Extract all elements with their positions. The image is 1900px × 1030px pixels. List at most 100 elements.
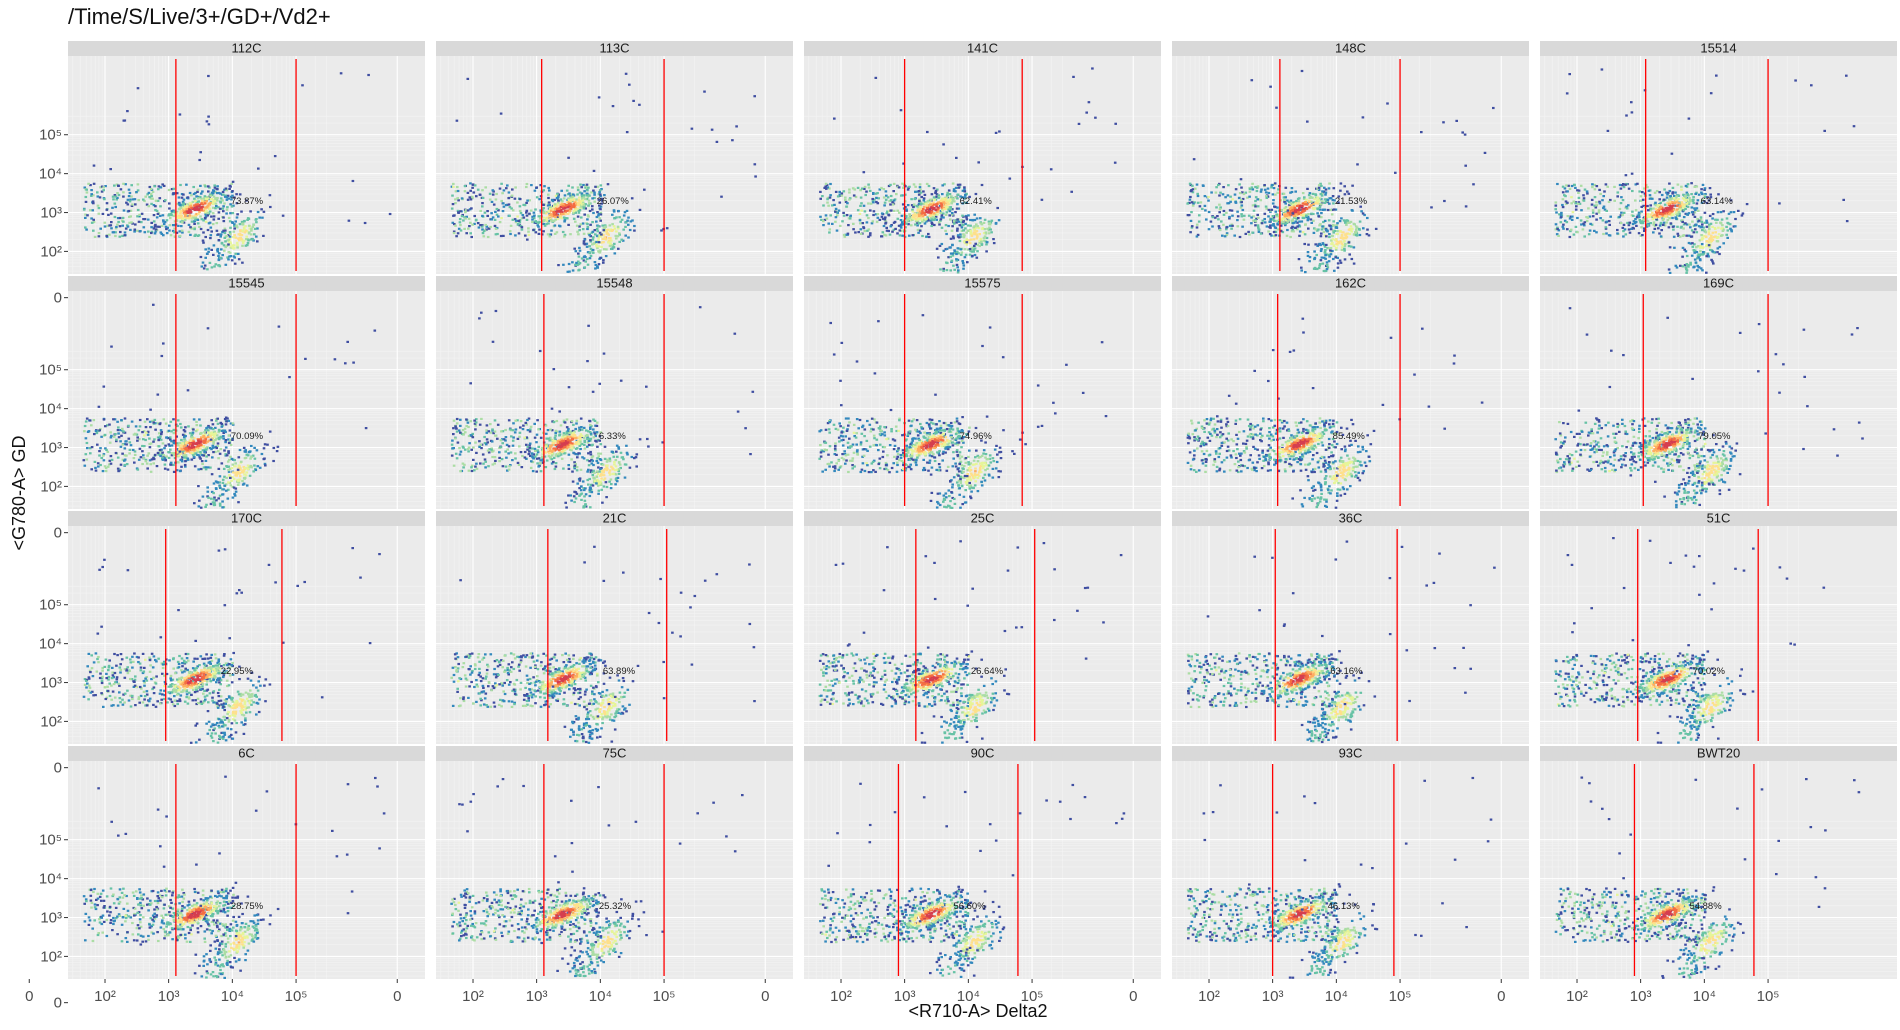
density-cell — [218, 192, 221, 194]
density-cell — [837, 195, 840, 197]
density-cell — [550, 230, 553, 232]
density-cell — [1555, 211, 1558, 213]
density-cell — [900, 195, 903, 197]
density-cell — [1298, 197, 1301, 199]
density-cell — [1236, 211, 1239, 213]
density-cell — [232, 236, 235, 238]
density-cell — [218, 211, 221, 213]
density-cell — [199, 185, 202, 187]
density-cell — [572, 193, 575, 195]
density-cell — [1720, 222, 1723, 224]
density-cell — [1332, 238, 1335, 240]
density-cell — [128, 189, 131, 191]
density-cell — [1298, 200, 1301, 202]
density-cell — [1717, 211, 1720, 213]
density-cell — [1608, 201, 1611, 203]
density-cell — [944, 230, 947, 232]
density-cell — [224, 228, 227, 230]
density-cell — [560, 217, 563, 219]
density-cell — [1605, 226, 1608, 228]
density-cell — [451, 195, 454, 197]
density-cell — [1228, 216, 1231, 218]
density-cell — [505, 204, 508, 206]
density-cell — [122, 221, 125, 223]
density-cell — [924, 203, 927, 205]
density-cell — [1332, 220, 1335, 222]
density-cell — [1333, 270, 1336, 272]
facet-panel: 112C73.87% — [29, 41, 425, 298]
density-cell — [1264, 213, 1267, 215]
density-cell — [110, 224, 113, 226]
density-cell — [573, 218, 576, 220]
density-cell — [204, 236, 207, 238]
density-cell — [1455, 120, 1458, 122]
density-cell — [201, 265, 204, 267]
density-cell — [893, 210, 896, 212]
density-cell — [1196, 235, 1199, 237]
density-cell — [1712, 262, 1715, 264]
density-cell — [1595, 213, 1598, 215]
density-cell — [197, 197, 200, 199]
density-cell — [463, 228, 466, 230]
density-cell — [1240, 207, 1243, 209]
density-cell — [1289, 236, 1292, 238]
density-cell — [841, 220, 844, 222]
density-cell — [543, 219, 546, 221]
density-cell — [1348, 245, 1351, 247]
density-cell — [1215, 192, 1218, 194]
density-cell — [119, 217, 122, 219]
density-cell — [229, 212, 232, 214]
density-cell — [618, 232, 621, 234]
density-cell — [236, 242, 239, 244]
density-cell — [1224, 235, 1227, 237]
density-cell — [1691, 242, 1694, 244]
density-cell — [1305, 199, 1308, 201]
density-cell — [1606, 186, 1609, 188]
density-cell — [617, 210, 620, 212]
density-cell — [894, 228, 897, 230]
density-cell — [1853, 125, 1856, 127]
density-cell — [1710, 259, 1713, 261]
density-cell — [1696, 207, 1699, 209]
density-cell — [161, 225, 164, 227]
density-cell — [593, 170, 596, 172]
density-cell — [966, 241, 969, 243]
density-cell — [1679, 209, 1682, 211]
density-cell — [168, 229, 171, 231]
density-cell — [942, 143, 945, 145]
density-cell — [206, 196, 209, 198]
density-cell — [1584, 221, 1587, 223]
density-cell — [1309, 256, 1312, 258]
density-cell — [86, 214, 89, 216]
density-cell — [943, 208, 946, 210]
density-cell — [148, 192, 151, 194]
density-cell — [998, 130, 1001, 132]
density-cell — [1668, 203, 1671, 205]
density-cell — [980, 238, 983, 240]
facet-strip-label: 112C — [231, 41, 261, 56]
density-cell — [1665, 221, 1668, 223]
density-cell — [1330, 247, 1333, 249]
density-cell — [583, 194, 586, 196]
density-cell — [1320, 212, 1323, 214]
density-cell — [215, 188, 218, 190]
density-cell — [964, 227, 967, 229]
density-cell — [134, 223, 137, 225]
density-cell — [865, 191, 868, 193]
density-cell — [1268, 209, 1271, 211]
density-cell — [630, 220, 633, 222]
density-cell — [244, 225, 247, 227]
density-cell — [933, 212, 936, 214]
density-cell — [951, 260, 954, 262]
density-cell — [122, 217, 125, 219]
density-cell — [236, 213, 239, 215]
density-cell — [229, 231, 232, 233]
density-cell — [143, 226, 146, 228]
density-cell — [971, 235, 974, 237]
density-cell — [114, 203, 117, 205]
density-cell — [1634, 218, 1637, 220]
density-cell — [451, 208, 454, 210]
density-cell — [1694, 216, 1697, 218]
density-cell — [957, 247, 960, 249]
density-cell — [1691, 229, 1694, 231]
